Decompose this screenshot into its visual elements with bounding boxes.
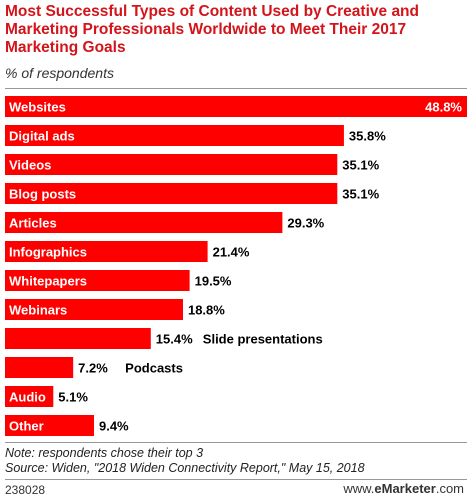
- footer-divider: [5, 479, 467, 480]
- value-label: 19.5%: [195, 274, 232, 289]
- category-label: Whitepapers: [9, 274, 87, 289]
- category-label: Other: [9, 419, 44, 434]
- value-label: 35.8%: [349, 129, 386, 144]
- chart-source: Source: Widen, "2018 Widen Connectivity …: [5, 461, 365, 475]
- bar-slide-presentations: [5, 328, 151, 349]
- bar-podcasts: [5, 357, 74, 378]
- bar-digital-ads: [5, 125, 344, 146]
- value-label: 7.2%: [78, 361, 108, 376]
- category-label: Slide presentations: [203, 332, 323, 347]
- category-label: Webinars: [9, 303, 67, 318]
- brand-name: eMarketer: [374, 481, 436, 496]
- value-label: 15.4%: [156, 332, 193, 347]
- brand-prefix: www.: [343, 481, 375, 496]
- category-label: Digital ads: [9, 129, 75, 144]
- value-label: 35.1%: [342, 158, 379, 173]
- value-label: 5.1%: [58, 390, 88, 405]
- category-label: Websites: [9, 100, 66, 115]
- bar-articles: [5, 212, 283, 233]
- value-label: 29.3%: [287, 216, 324, 231]
- bar-whitepapers: [5, 270, 190, 291]
- value-label: 48.8%: [425, 100, 462, 115]
- value-label: 18.8%: [188, 303, 225, 318]
- value-label: 9.4%: [99, 419, 129, 434]
- bar-blog-posts: [5, 183, 338, 204]
- bar-webinars: [5, 299, 183, 320]
- category-label: Podcasts: [125, 361, 183, 376]
- category-label: Infographics: [9, 245, 87, 260]
- category-label: Videos: [9, 158, 51, 173]
- category-label: Audio: [9, 390, 46, 405]
- emarketer-link[interactable]: www.eMarketer.com: [343, 481, 464, 496]
- chart-id: 238028: [5, 483, 46, 497]
- bar-chart: Websites 48.8% Digital ads 35.8% Videos 35.1%…: [5, 96, 467, 436]
- value-label: 35.1%: [342, 187, 379, 202]
- bar-videos: [5, 154, 338, 175]
- top-divider: [5, 88, 467, 89]
- category-label: Blog posts: [9, 187, 76, 202]
- chart-subtitle: % of respondents: [5, 65, 114, 81]
- bar-websites: [5, 96, 467, 117]
- chart-note: Note: respondents chose their top 3: [5, 446, 204, 460]
- chart-title: Most Successful Types of Content Used by…: [5, 3, 419, 56]
- category-label: Articles: [9, 216, 57, 231]
- brand-suffix: .com: [435, 481, 464, 496]
- bottom-divider: [5, 442, 467, 443]
- bar-other: [5, 415, 94, 436]
- value-label: 21.4%: [213, 245, 250, 260]
- bar-audio: [5, 386, 54, 407]
- bar-infographics: [5, 241, 208, 262]
